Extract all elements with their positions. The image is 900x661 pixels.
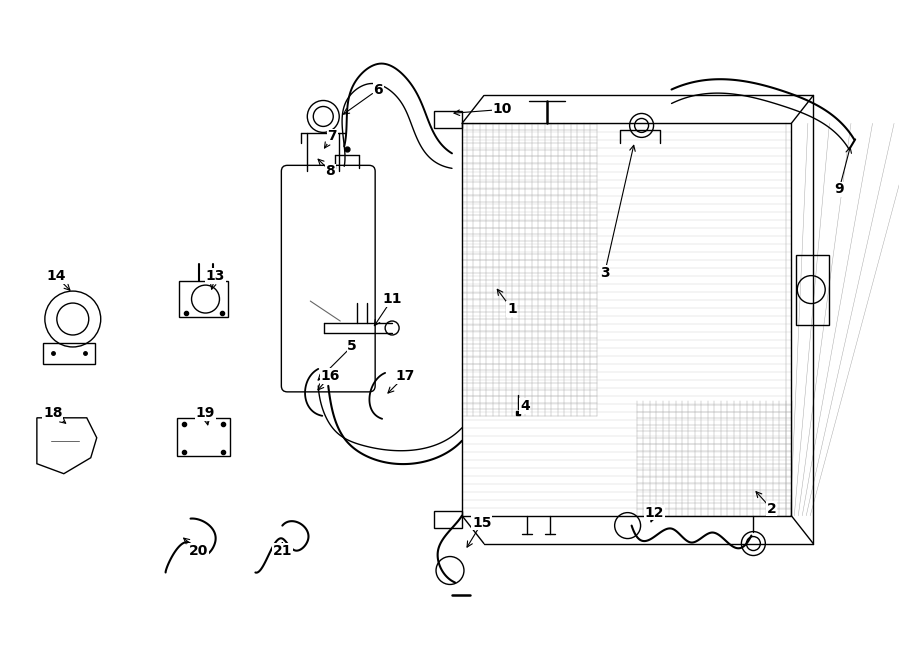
Text: 12: 12	[644, 506, 664, 520]
Text: 11: 11	[382, 292, 402, 306]
Text: 9: 9	[834, 182, 844, 196]
Text: 6: 6	[374, 83, 383, 97]
Text: 14: 14	[46, 269, 66, 283]
Text: 8: 8	[326, 165, 335, 178]
Text: 16: 16	[320, 369, 340, 383]
Text: 1: 1	[507, 302, 517, 316]
Text: 7: 7	[328, 130, 338, 143]
Text: 3: 3	[600, 266, 609, 280]
Text: 15: 15	[472, 516, 491, 529]
Text: 20: 20	[189, 543, 208, 557]
Text: 18: 18	[43, 406, 63, 420]
Text: 5: 5	[347, 339, 357, 353]
Text: 10: 10	[492, 102, 511, 116]
Text: 2: 2	[767, 502, 776, 516]
Text: 17: 17	[395, 369, 415, 383]
Text: 4: 4	[520, 399, 530, 413]
Text: 21: 21	[273, 543, 292, 557]
Text: 19: 19	[196, 406, 215, 420]
Text: 13: 13	[206, 269, 225, 283]
